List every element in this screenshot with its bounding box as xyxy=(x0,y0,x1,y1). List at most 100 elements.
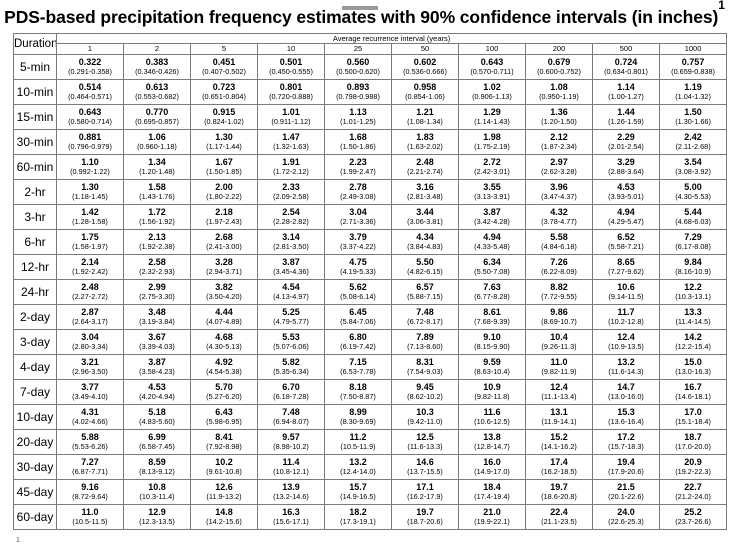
estimate-cell[interactable]: 6.52 (5.58-7.21) xyxy=(592,229,660,255)
estimate-cell[interactable]: 11.6 (10.6-12.5) xyxy=(458,404,526,430)
estimate-cell[interactable]: 7.89 (7.13-8.60) xyxy=(391,329,459,355)
estimate-cell[interactable]: 0.679 (0.600-0.752) xyxy=(525,54,593,80)
estimate-cell[interactable]: 3.16 (2.81-3.48) xyxy=(391,179,459,205)
estimate-cell[interactable]: 6.57 (5.88-7.15) xyxy=(391,279,459,305)
estimate-cell[interactable]: 2.48 (2.21-2.74) xyxy=(391,154,459,180)
estimate-cell[interactable]: 10.8 (10.3-11.4) xyxy=(123,479,191,505)
estimate-cell[interactable]: 1.47 (1.32-1.63) xyxy=(257,129,325,155)
estimate-cell[interactable]: 6.99 (6.58-7.45) xyxy=(123,429,191,455)
estimate-cell[interactable]: 12.9 (12.3-13.5) xyxy=(123,504,191,530)
estimate-cell[interactable]: 2.87 (2.64-3.17) xyxy=(56,304,124,330)
estimate-cell[interactable]: 22.7 (21.2-24.0) xyxy=(658,479,728,505)
estimate-cell[interactable]: 4.92 (4.54-5.38) xyxy=(190,354,258,380)
estimate-cell[interactable]: 3.04 (2.80-3.34) xyxy=(56,329,124,355)
estimate-cell[interactable]: 3.87 (3.58-4.23) xyxy=(123,354,191,380)
estimate-cell[interactable]: 5.53 (5.07-6.06) xyxy=(257,329,325,355)
estimate-cell[interactable]: 1.30 (1.17-1.44) xyxy=(190,129,258,155)
estimate-cell[interactable]: 0.724 (0.634-0.801) xyxy=(592,54,660,80)
estimate-cell[interactable]: 0.602 (0.536-0.666) xyxy=(391,54,459,80)
estimate-cell[interactable]: 3.48 (3.19-3.84) xyxy=(123,304,191,330)
estimate-cell[interactable]: 2.54 (2.28-2.82) xyxy=(257,204,325,230)
estimate-cell[interactable]: 9.84 (8.16-10.9) xyxy=(658,254,728,280)
estimate-cell[interactable]: 7.27 (6.87-7.71) xyxy=(56,454,124,480)
estimate-cell[interactable]: 0.643 (0.580-0.714) xyxy=(56,104,124,130)
estimate-cell[interactable]: 10.4 (9.26-11.3) xyxy=(525,329,593,355)
estimate-cell[interactable]: 12.4 (11.1-13.4) xyxy=(525,379,593,405)
estimate-cell[interactable]: 25.2 (23.7-26.6) xyxy=(658,504,728,530)
estimate-cell[interactable]: 0.560 (0.500-0.620) xyxy=(324,54,392,80)
estimate-cell[interactable]: 11.0 (9.82-11.9) xyxy=(525,354,593,380)
estimate-cell[interactable]: 0.383 (0.346-0.426) xyxy=(123,54,191,80)
estimate-cell[interactable]: 6.43 (5.98-6.95) xyxy=(190,404,258,430)
estimate-cell[interactable]: 4.54 (4.13-4.97) xyxy=(257,279,325,305)
estimate-cell[interactable]: 20.9 (19.2-22.3) xyxy=(658,454,728,480)
estimate-cell[interactable]: 13.3 (11.4-14.5) xyxy=(658,304,728,330)
estimate-cell[interactable]: 2.13 (1.92-2.38) xyxy=(123,229,191,255)
estimate-cell[interactable]: 5.00 (4.30-5.53) xyxy=(658,179,728,205)
estimate-cell[interactable]: 0.451 (0.407-0.502) xyxy=(190,54,258,80)
estimate-cell[interactable]: 10.9 (9.82-11.8) xyxy=(458,379,526,405)
estimate-cell[interactable]: 13.8 (12.8-14.7) xyxy=(458,429,526,455)
estimate-cell[interactable]: 2.18 (1.97-2.43) xyxy=(190,204,258,230)
estimate-cell[interactable]: 1.36 (1.20-1.50) xyxy=(525,104,593,130)
estimate-cell[interactable]: 6.80 (6.19-7.42) xyxy=(324,329,392,355)
estimate-cell[interactable]: 17.0 (15.1-18.4) xyxy=(658,404,728,430)
estimate-cell[interactable]: 8.82 (7.72-9.55) xyxy=(525,279,593,305)
estimate-cell[interactable]: 4.53 (4.20-4.94) xyxy=(123,379,191,405)
estimate-cell[interactable]: 3.54 (3.08-3.92) xyxy=(658,154,728,180)
estimate-cell[interactable]: 13.9 (13.2-14.6) xyxy=(257,479,325,505)
estimate-cell[interactable]: 14.8 (14.2-15.6) xyxy=(190,504,258,530)
estimate-cell[interactable]: 2.14 (1.92-2.42) xyxy=(56,254,124,280)
estimate-cell[interactable]: 0.958 (0.854-1.06) xyxy=(391,79,459,105)
estimate-cell[interactable]: 3.04 (2.71-3.36) xyxy=(324,204,392,230)
estimate-cell[interactable]: 7.63 (6.77-8.28) xyxy=(458,279,526,305)
estimate-cell[interactable]: 1.67 (1.50-1.85) xyxy=(190,154,258,180)
estimate-cell[interactable]: 4.94 (4.33-5.48) xyxy=(458,229,526,255)
estimate-cell[interactable]: 1.44 (1.26-1.59) xyxy=(592,104,660,130)
estimate-cell[interactable]: 21.0 (19.9-22.1) xyxy=(458,504,526,530)
estimate-cell[interactable]: 1.10 (0.992-1.22) xyxy=(56,154,124,180)
estimate-cell[interactable]: 16.0 (14.9-17.0) xyxy=(458,454,526,480)
estimate-cell[interactable]: 5.50 (4.82-6.15) xyxy=(391,254,459,280)
estimate-cell[interactable]: 1.50 (1.30-1.66) xyxy=(658,104,728,130)
estimate-cell[interactable]: 3.96 (3.47-4.37) xyxy=(525,179,593,205)
estimate-cell[interactable]: 2.48 (2.27-2.72) xyxy=(56,279,124,305)
estimate-cell[interactable]: 11.2 (10.5-11.9) xyxy=(324,429,392,455)
estimate-cell[interactable]: 7.29 (6.17-8.08) xyxy=(658,229,728,255)
estimate-cell[interactable]: 8.65 (7.27-9.62) xyxy=(592,254,660,280)
estimate-cell[interactable]: 3.87 (3.45-4.36) xyxy=(257,254,325,280)
estimate-cell[interactable]: 17.4 (16.2-18.5) xyxy=(525,454,593,480)
estimate-cell[interactable]: 19.7 (18.6-20.8) xyxy=(525,479,593,505)
estimate-cell[interactable]: 9.45 (8.62-10.2) xyxy=(391,379,459,405)
estimate-cell[interactable]: 8.31 (7.54-9.03) xyxy=(391,354,459,380)
estimate-cell[interactable]: 3.55 (3.13-3.91) xyxy=(458,179,526,205)
estimate-cell[interactable]: 4.94 (4.29-5.47) xyxy=(592,204,660,230)
estimate-cell[interactable]: 0.514 (0.464-0.571) xyxy=(56,79,124,105)
estimate-cell[interactable]: 8.99 (8.30-9.69) xyxy=(324,404,392,430)
estimate-cell[interactable]: 1.42 (1.28-1.58) xyxy=(56,204,124,230)
estimate-cell[interactable]: 7.48 (6.72-8.17) xyxy=(391,304,459,330)
estimate-cell[interactable]: 1.68 (1.50-1.86) xyxy=(324,129,392,155)
estimate-cell[interactable]: 13.2 (11.6-14.3) xyxy=(592,354,660,380)
estimate-cell[interactable]: 2.33 (2.09-2.58) xyxy=(257,179,325,205)
estimate-cell[interactable]: 13.2 (12.4-14.0) xyxy=(324,454,392,480)
estimate-cell[interactable]: 16.7 (14.6-18.1) xyxy=(658,379,728,405)
estimate-cell[interactable]: 2.23 (1.99-2.47) xyxy=(324,154,392,180)
estimate-cell[interactable]: 6.70 (6.18-7.28) xyxy=(257,379,325,405)
estimate-cell[interactable]: 3.21 (2.96-3.50) xyxy=(56,354,124,380)
estimate-cell[interactable]: 3.67 (3.39-4.03) xyxy=(123,329,191,355)
estimate-cell[interactable]: 12.4 (10.9-13.5) xyxy=(592,329,660,355)
estimate-cell[interactable]: 15.7 (14.9-16.5) xyxy=(324,479,392,505)
estimate-cell[interactable]: 22.4 (21.1-23.5) xyxy=(525,504,593,530)
estimate-cell[interactable]: 13.1 (11.9-14.1) xyxy=(525,404,593,430)
estimate-cell[interactable]: 9.59 (8.63-10.4) xyxy=(458,354,526,380)
estimate-cell[interactable]: 10.6 (9.14-11.5) xyxy=(592,279,660,305)
estimate-cell[interactable]: 5.62 (5.08-6.14) xyxy=(324,279,392,305)
estimate-cell[interactable]: 4.75 (4.19-5.33) xyxy=(324,254,392,280)
estimate-cell[interactable]: 2.99 (2.75-3.30) xyxy=(123,279,191,305)
estimate-cell[interactable]: 11.0 (10.5-11.5) xyxy=(56,504,124,530)
estimate-cell[interactable]: 3.28 (2.94-3.71) xyxy=(190,254,258,280)
estimate-cell[interactable]: 10.2 (9.61-10.8) xyxy=(190,454,258,480)
estimate-cell[interactable]: 2.78 (2.49-3.08) xyxy=(324,179,392,205)
estimate-cell[interactable]: 2.29 (2.01-2.54) xyxy=(592,129,660,155)
